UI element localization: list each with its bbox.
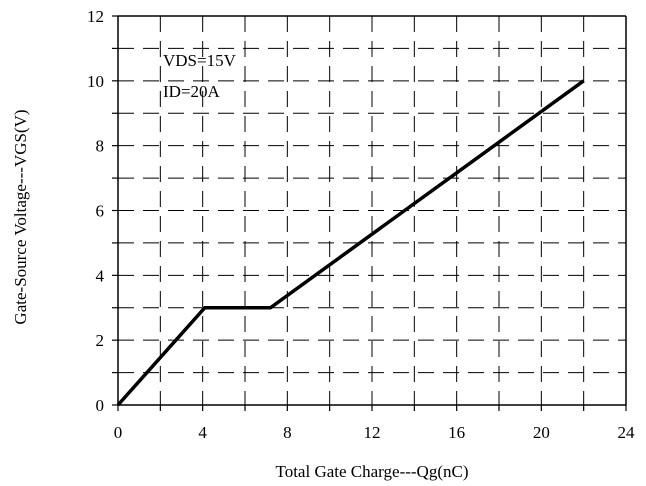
y-tick-label: 8 xyxy=(96,137,105,156)
x-tick-label: 24 xyxy=(618,423,636,442)
x-tick-label: 4 xyxy=(198,423,207,442)
y-tick-label: 0 xyxy=(96,396,105,415)
annotation-id: ID=20A xyxy=(163,82,221,101)
grid xyxy=(118,16,626,405)
ticks xyxy=(112,15,627,411)
x-tick-label: 0 xyxy=(114,423,123,442)
annotation-vds: VDS=15V xyxy=(163,51,237,70)
series xyxy=(116,79,585,407)
x-axis-label: Total Gate Charge---Qg(nC) xyxy=(276,462,469,481)
y-axis-label: Gate-Source Voltage---VGS(V) xyxy=(11,109,30,324)
x-tick-label: 8 xyxy=(283,423,292,442)
series-line xyxy=(116,79,585,407)
x-tick-labels: 0 4 8 12 16 20 24 xyxy=(114,423,635,442)
x-tick-label: 16 xyxy=(448,423,465,442)
y-tick-labels: 0 2 4 6 8 10 12 xyxy=(87,7,105,415)
y-tick-label: 2 xyxy=(96,331,105,350)
y-tick-label: 12 xyxy=(87,7,104,26)
y-tick-label: 4 xyxy=(96,266,105,285)
x-tick-label: 20 xyxy=(533,423,550,442)
y-tick-label: 6 xyxy=(96,202,105,221)
x-tick-label: 12 xyxy=(364,423,381,442)
y-tick-label: 10 xyxy=(87,72,104,91)
